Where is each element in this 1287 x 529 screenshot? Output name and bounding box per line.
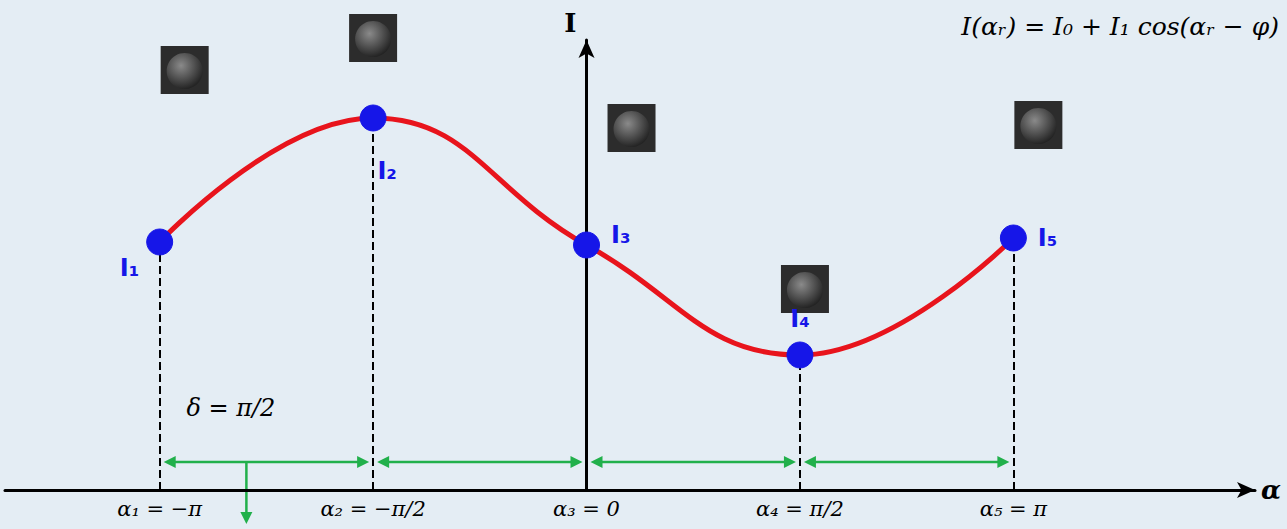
svg-text:I₅: I₅ <box>1038 224 1057 252</box>
svg-text:I₄: I₄ <box>790 305 809 333</box>
svg-text:δ = π/2: δ = π/2 <box>186 394 275 422</box>
svg-text:α₅ = π: α₅ = π <box>980 497 1049 521</box>
svg-text:α: α <box>1261 475 1281 505</box>
svg-text:I: I <box>564 8 576 38</box>
svg-text:α₂ = −π/2: α₂ = −π/2 <box>320 497 425 521</box>
svg-text:I₃: I₃ <box>611 221 630 249</box>
svg-text:α₄ = π/2: α₄ = π/2 <box>756 497 844 521</box>
svg-text:I₂: I₂ <box>377 157 396 185</box>
svg-text:α₁ = −π: α₁ = −π <box>117 497 203 521</box>
svg-text:I₁: I₁ <box>120 254 139 282</box>
svg-text:α₃ = 0: α₃ = 0 <box>553 497 620 521</box>
svg-text:I(αᵣ) = I₀ + I₁ cos(αᵣ − φ): I(αᵣ) = I₀ + I₁ cos(αᵣ − φ) <box>960 12 1279 41</box>
